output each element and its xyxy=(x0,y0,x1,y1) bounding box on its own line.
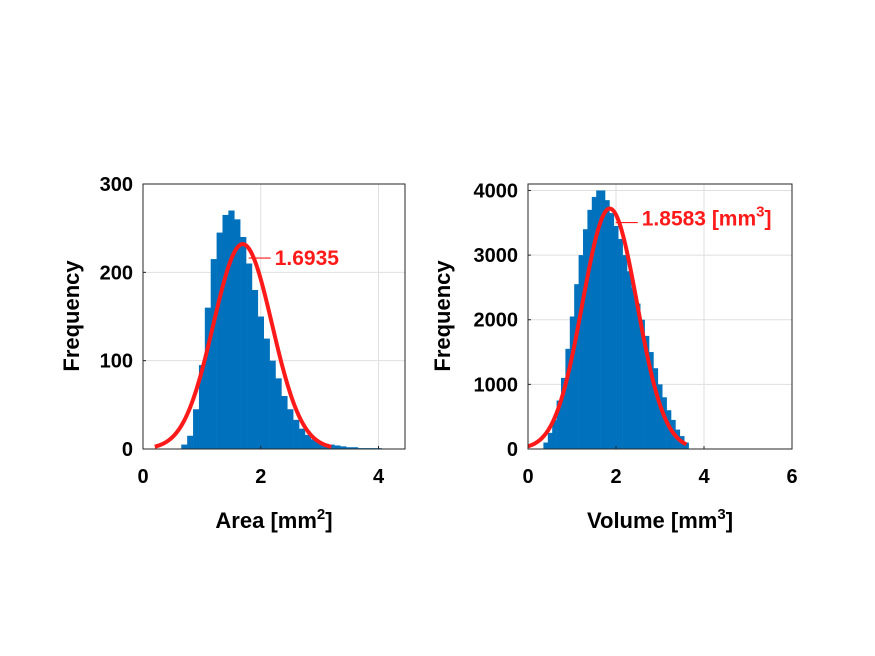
histogram-bar xyxy=(618,238,623,449)
histogram-bar xyxy=(662,397,667,449)
y-axis-label: Frequency xyxy=(430,260,455,372)
x-axis-label: Volume [mm3] xyxy=(587,506,733,533)
histogram-bar xyxy=(334,445,341,449)
x-tick-label: 2 xyxy=(255,466,266,488)
histogram-bar xyxy=(569,316,575,449)
axes-box xyxy=(142,183,406,450)
histogram-bar xyxy=(600,190,606,449)
histogram-bar xyxy=(543,442,549,449)
histogram-bar xyxy=(193,409,200,449)
histogram-bar xyxy=(246,263,253,449)
histogram-bar xyxy=(640,319,645,449)
histogram-bars xyxy=(181,210,382,449)
annotation-label: 1.8583 [mm3] xyxy=(642,204,772,231)
histogram-bar xyxy=(251,290,259,449)
histogram-bar xyxy=(552,419,557,449)
histogram-bar xyxy=(583,229,588,449)
histogram-bar xyxy=(547,432,553,449)
y-tick-label: 300 xyxy=(100,174,133,196)
y-tick-label: 1000 xyxy=(474,374,519,396)
histogram-bar xyxy=(587,209,593,449)
y-tick-label: 4000 xyxy=(474,180,519,202)
y-tick-label: 0 xyxy=(122,439,133,461)
histogram-bar xyxy=(299,428,306,449)
histogram-bar xyxy=(596,190,601,449)
histogram-bar xyxy=(187,435,194,449)
histogram-bar xyxy=(591,196,597,449)
x-tick-label: 0 xyxy=(522,466,533,488)
x-tick-label: 4 xyxy=(373,466,385,488)
fit-annotation: 1.6935 xyxy=(248,247,340,270)
histogram-bar xyxy=(216,232,223,449)
x-tick-label: 6 xyxy=(786,466,797,488)
histogram-bar xyxy=(561,377,566,449)
gaussian-fit-line xyxy=(527,206,688,449)
annotation-label: 1.6935 xyxy=(275,247,340,270)
axis-ticks: 0 2 4 6 0 1000 2000 3000 4000 xyxy=(474,180,798,488)
histogram-bar xyxy=(204,307,212,449)
histogram-bars xyxy=(543,190,689,449)
histogram-bar xyxy=(328,444,335,449)
histogram-bar xyxy=(622,255,628,449)
histogram-bar xyxy=(556,400,562,449)
x-tick-label: 2 xyxy=(610,466,621,488)
fit-annotation: 1.8583 [mm3] xyxy=(615,204,772,231)
histogram-bar xyxy=(310,439,317,449)
histogram-bar xyxy=(565,348,571,449)
histogram-bar xyxy=(644,335,650,449)
y-tick-label: 200 xyxy=(100,262,133,284)
axes-box xyxy=(527,183,793,450)
axis-ticks: 0 2 4 0 100 200 300 xyxy=(100,174,385,488)
histogram-bar xyxy=(574,284,579,449)
volume-histogram-chart: 0 2 4 6 0 1000 2000 3000 4000 1.8583 [mm3] Volum… xyxy=(430,180,798,533)
histogram-bar xyxy=(181,444,188,449)
histogram-bar xyxy=(198,365,206,449)
histogram-bar xyxy=(316,441,323,449)
histogram-bar xyxy=(240,237,247,449)
histogram-bar xyxy=(609,213,615,449)
x-axis-label: Area [mm2] xyxy=(215,506,332,533)
histogram-bar xyxy=(257,316,264,449)
histogram-bar xyxy=(275,378,282,449)
histogram-bar xyxy=(340,446,347,449)
histogram-bar xyxy=(627,271,632,449)
x-tick-label: 0 xyxy=(137,466,148,488)
histogram-bar xyxy=(263,338,270,449)
histogram-bar xyxy=(635,303,641,449)
histogram-bar xyxy=(578,255,584,449)
histogram-bar xyxy=(653,368,659,449)
histogram-bar xyxy=(613,226,619,449)
gaussian-fit-line xyxy=(154,242,332,449)
histogram-bar xyxy=(352,447,359,449)
histogram-bar xyxy=(605,200,610,449)
y-tick-label: 0 xyxy=(507,439,518,461)
histogram-bar xyxy=(222,214,229,449)
histogram-bar xyxy=(210,259,217,449)
histogram-bar xyxy=(228,210,235,449)
histogram-bar xyxy=(657,384,663,449)
y-tick-label: 100 xyxy=(100,351,133,373)
area-histogram-chart: 0 2 4 0 100 200 300 1.6935 Area [mm2] Frequenc… xyxy=(59,174,406,533)
histogram-bar xyxy=(346,447,353,449)
histogram-bar xyxy=(684,442,689,449)
histogram-bar xyxy=(631,287,637,449)
y-axis-label: Frequency xyxy=(59,260,84,372)
y-tick-label: 2000 xyxy=(474,310,519,332)
y-tick-label: 3000 xyxy=(474,245,519,267)
histogram-bar xyxy=(234,219,241,449)
histogram-bar xyxy=(269,360,276,449)
x-tick-label: 4 xyxy=(698,466,710,488)
histogram-bar xyxy=(304,434,312,449)
histogram-bar xyxy=(293,419,300,449)
histogram-bar xyxy=(287,409,294,449)
histogram-bar xyxy=(281,396,288,449)
histogram-bar xyxy=(649,352,654,449)
